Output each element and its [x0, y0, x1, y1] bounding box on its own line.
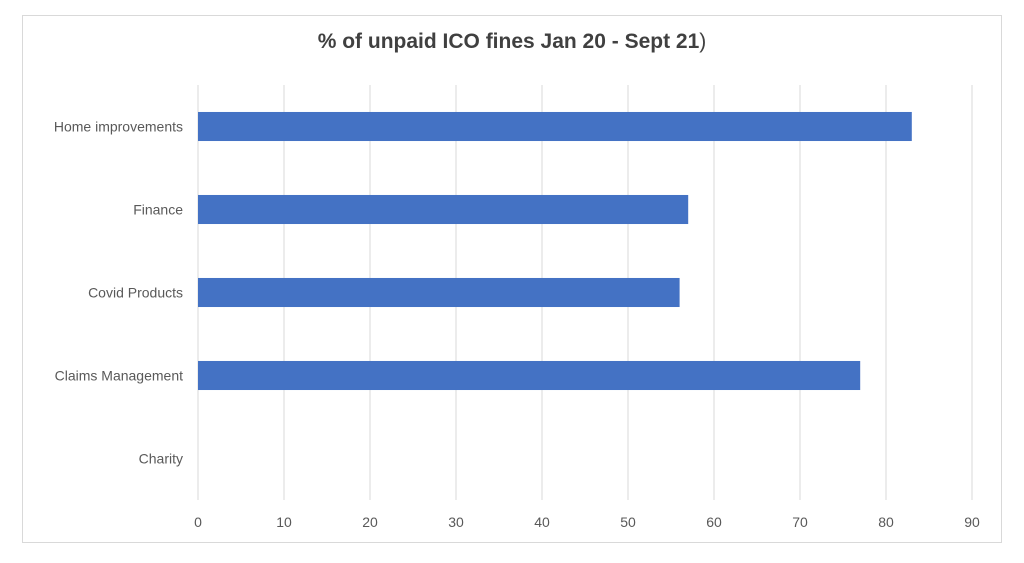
category-label: Home improvements — [54, 119, 183, 135]
x-tick-label: 50 — [620, 514, 636, 530]
chart-title-tail: ) — [699, 30, 707, 53]
category-label: Claims Management — [55, 368, 183, 384]
category-label: Covid Products — [88, 285, 183, 301]
x-tick-label: 70 — [792, 514, 808, 530]
chart-title: % of unpaid ICO fines Jan 20 - Sept 21) — [22, 30, 1002, 54]
x-tick-label: 90 — [964, 514, 980, 530]
x-tick-label: 60 — [706, 514, 722, 530]
x-tick-label: 40 — [534, 514, 550, 530]
bar — [198, 194, 689, 225]
x-tick-label: 30 — [448, 514, 464, 530]
x-tick-label: 80 — [878, 514, 894, 530]
x-tick-label: 10 — [276, 514, 292, 530]
category-label: Finance — [133, 202, 183, 218]
x-tick-label: 20 — [362, 514, 378, 530]
bar — [198, 360, 861, 391]
category-label: Charity — [139, 451, 183, 467]
chart-title-main: % of unpaid ICO fines Jan 20 - Sept 21 — [317, 30, 700, 53]
bar — [198, 111, 912, 142]
bar — [198, 277, 680, 308]
x-tick-label: 0 — [194, 514, 202, 530]
